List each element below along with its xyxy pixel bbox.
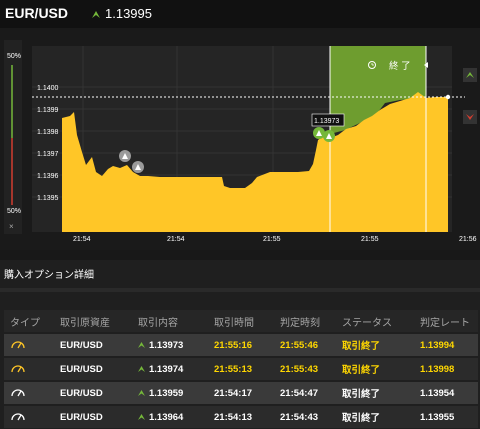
- y-tick: 1.1396: [37, 173, 59, 180]
- end-label: 終 了: [389, 60, 411, 72]
- row-status: 取引終了: [342, 341, 381, 352]
- row-time: 21:55:13: [214, 363, 253, 375]
- y-tick: 1.1399: [37, 107, 59, 114]
- entry-marker-icon[interactable]: [132, 161, 144, 173]
- panel-gap: [0, 250, 480, 260]
- row-content: 1.13973: [134, 340, 210, 351]
- header-bar: EUR/USD 1.13995: [0, 0, 480, 28]
- row-time: 21:54:17: [214, 387, 253, 399]
- row-status: 取引終了: [342, 389, 381, 400]
- row-content: 1.13964: [134, 412, 210, 423]
- entry-marker-icon[interactable]: [119, 150, 131, 162]
- up-arrow-icon: [138, 389, 145, 396]
- col-type: タイプ: [10, 317, 40, 329]
- price-area: [62, 92, 448, 232]
- chart-panel: 50% 50% × 終 了 1.1400 1.1399 1: [0, 28, 480, 250]
- gauge-icon: [4, 386, 56, 400]
- entry-tooltip: [311, 113, 345, 127]
- col-content: 取引内容: [138, 317, 178, 329]
- row-judge: 21:55:46: [280, 339, 319, 351]
- section-divider: [0, 288, 480, 292]
- price-chart[interactable]: 50% 50% × 終 了 1.1400 1.1399 1: [0, 28, 480, 250]
- down-arrow-icon: [466, 114, 474, 120]
- row-judge: 21:54:43: [280, 411, 319, 423]
- row-content: 1.13959: [134, 388, 210, 399]
- current-rate: 1.13995: [92, 6, 152, 21]
- gauge-icon: [4, 362, 56, 376]
- scale-top-label: 50%: [7, 53, 21, 60]
- row-asset: EUR/USD: [60, 363, 103, 375]
- y-tick: 1.1395: [37, 195, 59, 202]
- x-tick: 21:54: [73, 236, 91, 243]
- col-rate: 判定レート: [420, 317, 470, 329]
- row-asset: EUR/USD: [60, 339, 103, 351]
- row-asset: EUR/USD: [60, 411, 103, 423]
- table-row[interactable]: EUR/USD 1.13959 21:54:17 21:54:47 取引終了 1…: [4, 382, 478, 404]
- expiry-zone-fill: [330, 92, 426, 134]
- orders-table: タイプ 取引原資産 取引内容 取引時間 判定時刻 ステータス 判定レート EUR…: [4, 310, 478, 428]
- row-rate: 1.13998: [420, 363, 455, 375]
- row-asset: EUR/USD: [60, 387, 103, 399]
- row-judge: 21:54:47: [280, 387, 319, 399]
- row-judge: 21:55:43: [280, 363, 319, 375]
- table-header: タイプ 取引原資産 取引内容 取引時間 判定時刻 ステータス 判定レート: [4, 310, 478, 332]
- close-icon[interactable]: ×: [9, 222, 14, 231]
- entry-tooltip-text: 1.13973: [314, 118, 339, 125]
- table-row[interactable]: EUR/USD 1.13974 21:55:13 21:55:43 取引終了 1…: [4, 358, 478, 380]
- x-tick: 21:55: [361, 236, 379, 243]
- gauge-icon: [4, 410, 56, 424]
- current-rate-value: 1.13995: [105, 6, 152, 21]
- y-tick: 1.1400: [37, 85, 59, 92]
- row-content: 1.13974: [134, 364, 210, 375]
- up-arrow-icon: [92, 11, 100, 19]
- entry-marker-icon[interactable]: [313, 127, 325, 139]
- table-row[interactable]: EUR/USD 1.13964 21:54:13 21:54:43 取引終了 1…: [4, 406, 478, 428]
- section-title: 購入オプション詳細: [4, 270, 94, 281]
- col-judge: 判定時刻: [280, 317, 320, 329]
- col-asset: 取引原資産: [60, 317, 110, 329]
- x-tick: 21:54: [167, 236, 185, 243]
- col-time: 取引時間: [214, 317, 254, 329]
- table-row[interactable]: EUR/USD 1.13973 21:55:16 21:55:46 取引終了 1…: [4, 334, 478, 356]
- col-status: ステータス: [342, 317, 392, 329]
- row-time: 21:55:16: [214, 339, 253, 351]
- up-arrow-icon: [466, 72, 474, 78]
- left-scale: [4, 40, 22, 234]
- up-arrow-icon: [138, 341, 145, 348]
- x-tick: 21:56: [459, 236, 477, 243]
- row-status: 取引終了: [342, 365, 381, 376]
- expiry-zone: [330, 46, 426, 92]
- row-rate: 1.13954: [420, 387, 455, 399]
- row-time: 21:54:13: [214, 411, 253, 423]
- row-content-value: 1.13973: [149, 339, 184, 351]
- row-content-value: 1.13959: [149, 387, 184, 399]
- row-status: 取引終了: [342, 413, 381, 424]
- y-tick: 1.1398: [37, 129, 59, 136]
- row-rate: 1.13994: [420, 339, 455, 351]
- row-content-value: 1.13974: [149, 363, 184, 375]
- current-price-dot: [445, 94, 451, 100]
- clock-icon: [368, 61, 376, 69]
- x-tick: 21:55: [263, 236, 281, 243]
- scale-bottom-label: 50%: [7, 208, 21, 215]
- currency-pair: EUR/USD: [5, 5, 69, 21]
- gauge-icon: [4, 338, 56, 352]
- up-arrow-icon: [138, 413, 145, 420]
- up-arrow-icon: [138, 365, 145, 372]
- chevron-left-icon[interactable]: [424, 62, 428, 68]
- y-tick: 1.1397: [37, 151, 59, 158]
- row-rate: 1.13955: [420, 411, 455, 423]
- entry-marker-icon[interactable]: [323, 130, 335, 142]
- row-content-value: 1.13964: [149, 411, 184, 423]
